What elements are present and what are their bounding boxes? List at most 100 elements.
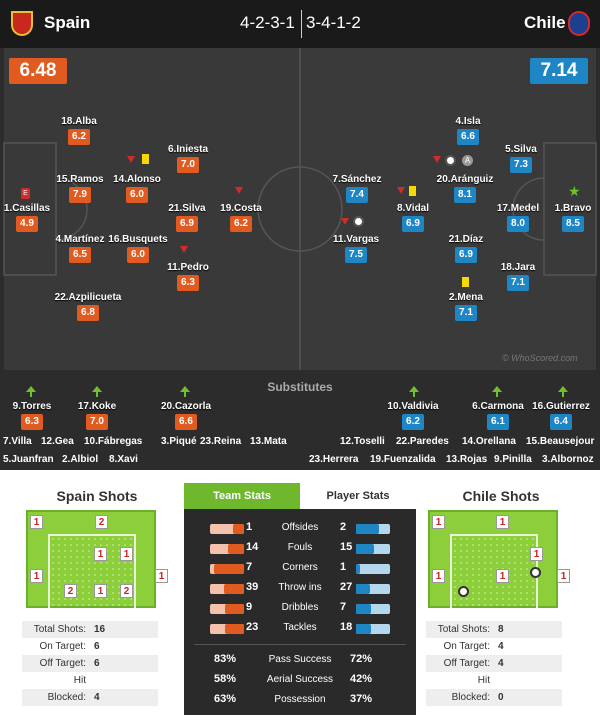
- player-vidal[interactable]: 8.Vidal 6.9: [365, 203, 461, 232]
- bench-player[interactable]: 22.Paredes: [396, 436, 449, 447]
- player-name: 6.Iniesta: [167, 144, 209, 155]
- stat-label: Throw ins: [278, 582, 322, 593]
- player-name: 16.Busquets: [108, 234, 168, 245]
- home-team-rating: 6.48: [9, 58, 67, 84]
- sub-torres[interactable]: 9.Torres 6.3: [0, 401, 80, 430]
- match-header: Spain 4-2-3-1 3-4-1-2 Chile: [0, 0, 600, 48]
- player-rating: 6.5: [69, 247, 91, 263]
- away-percentage: 42%: [350, 673, 373, 685]
- shot-zone-count: 1: [94, 584, 107, 598]
- bench-player[interactable]: 8.Xavi: [109, 454, 138, 465]
- sub-carmona[interactable]: 6.Carmona 6.1: [450, 401, 546, 430]
- player-rating: 6.3: [21, 414, 43, 430]
- bench-player[interactable]: 13.Mata: [250, 436, 287, 447]
- tab-player-stats[interactable]: Player Stats: [300, 483, 416, 509]
- away-stat-bar: [356, 624, 390, 634]
- bench-player[interactable]: 14.Orellana: [462, 436, 516, 447]
- player-isla[interactable]: 4.Isla 6.6: [420, 116, 516, 145]
- sub-valdivia[interactable]: 10.Valdivia 6.2: [365, 401, 461, 430]
- man-of-the-match-star-icon: ★: [568, 183, 581, 199]
- player-bravo[interactable]: 1.Bravo 8.5: [525, 203, 600, 232]
- bench-player[interactable]: 13.Rojas: [446, 454, 488, 465]
- bench-player[interactable]: 7.Villa: [3, 436, 32, 447]
- away-stat-value: 18: [340, 621, 353, 633]
- bench-player[interactable]: 23.Reina: [200, 436, 242, 447]
- player-silva-home[interactable]: 21.Silva 6.9: [139, 203, 235, 232]
- bench-player[interactable]: 5.Juanfran: [3, 454, 54, 465]
- player-jara[interactable]: 18.Jara 7.1: [470, 262, 566, 291]
- player-silva-away[interactable]: 5.Silva 7.3: [473, 144, 569, 173]
- player-rating: 7.0: [177, 157, 199, 173]
- summary-row: Off Target: 4: [426, 655, 562, 672]
- substituted-off-icon: [127, 156, 135, 163]
- stat-label: Tackles: [283, 622, 317, 633]
- player-sanchez[interactable]: 7.Sánchez 7.4: [309, 174, 405, 203]
- away-stat-bar-fill: [356, 604, 371, 614]
- bench-player[interactable]: 19.Fuenzalida: [370, 454, 436, 465]
- player-martinez[interactable]: 4.Martínez 6.5: [32, 234, 128, 263]
- summary-row: Total Shots: 8: [426, 621, 562, 638]
- bench-player[interactable]: 3.Albornoz: [542, 454, 594, 465]
- bench-player[interactable]: 12.Gea: [41, 436, 74, 447]
- player-name: 18.Alba: [61, 116, 97, 127]
- home-stat-bar-fill: [224, 584, 244, 594]
- summary-value: 0: [498, 692, 504, 703]
- bench-player[interactable]: 9.Pinilla: [494, 454, 532, 465]
- away-team-rating: 7.14: [530, 58, 588, 84]
- away-stat-bar: [356, 584, 390, 594]
- home-percentage: 63%: [214, 693, 237, 705]
- player-pedro[interactable]: 11.Pedro 6.3: [140, 262, 236, 291]
- player-name: 1.Casillas: [3, 203, 51, 214]
- sub-on-arrow-icon: [492, 386, 502, 397]
- player-name: 16.Gutierrez: [532, 401, 590, 412]
- bench-player[interactable]: 23.Herrera: [309, 454, 359, 465]
- player-ramos[interactable]: 15.Ramos 7.9: [32, 174, 128, 203]
- player-alba[interactable]: 18.Alba 6.2: [31, 116, 127, 145]
- substituted-off-icon: [341, 218, 349, 225]
- player-rating: 6.0: [127, 247, 149, 263]
- bench-player[interactable]: 10.Fábregas: [84, 436, 143, 447]
- away-stat-value: 15: [340, 541, 353, 553]
- player-medel[interactable]: 17.Medel 8.0: [470, 203, 566, 232]
- captain-icon: E: [21, 188, 30, 199]
- shot-zone-count: 1: [155, 569, 168, 583]
- goal-ball-icon: [458, 586, 469, 597]
- player-costa[interactable]: 19.Costa 6.2: [193, 203, 289, 232]
- summary-value: 6: [94, 641, 100, 652]
- bench-player[interactable]: 15.Beausejour: [526, 436, 595, 447]
- tab-team-stats[interactable]: Team Stats: [184, 483, 300, 509]
- player-alonso[interactable]: 14.Alonso 6.0: [89, 174, 185, 203]
- bench-player[interactable]: 2.Albiol: [62, 454, 99, 465]
- home-stat-value: 14: [246, 541, 259, 553]
- player-casillas[interactable]: 1.Casillas 4.9: [0, 203, 75, 232]
- player-diaz[interactable]: 21.Díaz 6.9: [418, 234, 514, 263]
- bench-player[interactable]: 12.Toselli: [340, 436, 385, 447]
- stat-label: Corners: [282, 562, 318, 573]
- sub-cazorla[interactable]: 20.Cazorla 6.6: [138, 401, 234, 430]
- home-stat-bar: [210, 604, 244, 614]
- shot-zone-count: 1: [120, 547, 133, 561]
- player-busquets[interactable]: 16.Busquets 6.0: [90, 234, 186, 263]
- player-mena[interactable]: 2.Mena 7.1: [418, 292, 514, 321]
- bench-player[interactable]: 3.Piqué: [161, 436, 197, 447]
- match-stats-section: Spain Shots 1 2 1 1 1 2 1 2 1 1 Total Sh…: [0, 470, 600, 720]
- stat-label: Fouls: [287, 542, 313, 553]
- player-vargas[interactable]: 11.Vargas 7.5: [308, 234, 404, 263]
- yellow-card-icon: [409, 186, 416, 196]
- away-team-name[interactable]: Chile: [524, 13, 566, 32]
- away-stat-bar: [356, 604, 390, 614]
- player-rating: 6.2: [68, 129, 90, 145]
- sub-koke[interactable]: 17.Koke 7.0: [49, 401, 145, 430]
- shot-zone-count: 1: [94, 547, 107, 561]
- player-rating: 6.4: [550, 414, 572, 430]
- player-iniesta[interactable]: 6.Iniesta 7.0: [140, 144, 236, 173]
- player-azpilicueta[interactable]: 22.Azpilicueta 6.8: [40, 292, 136, 321]
- shot-zone-count: 2: [120, 584, 133, 598]
- summary-label: Blocked:: [451, 692, 490, 703]
- player-aranguiz[interactable]: 20.Aránguiz 8.1: [417, 174, 513, 203]
- shot-zone-count: 1: [557, 569, 570, 583]
- sub-gutierrez[interactable]: 16.Gutierrez 6.4: [513, 401, 600, 430]
- watermark: © WhoScored.com: [502, 353, 578, 363]
- player-name: 6.Carmona: [472, 401, 524, 412]
- home-team-name[interactable]: Spain: [44, 13, 91, 32]
